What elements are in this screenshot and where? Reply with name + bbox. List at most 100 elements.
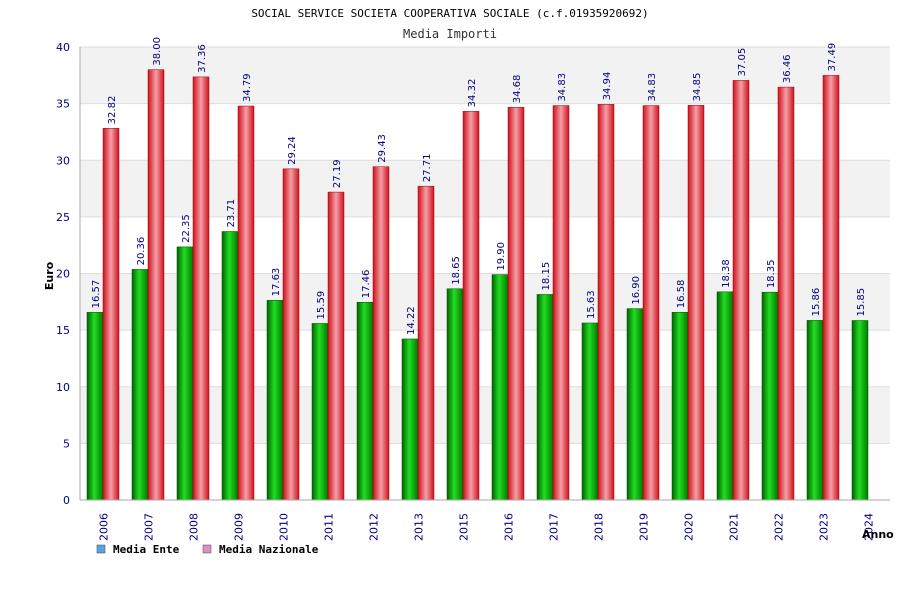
data-label: 37.49	[827, 43, 838, 72]
x-tick-label: 2012	[368, 513, 381, 541]
data-label: 32.82	[107, 96, 118, 125]
y-tick-label: 20	[56, 268, 70, 281]
bar-media-ente-2010	[266, 300, 284, 501]
data-label: 34.94	[602, 72, 613, 101]
bar-media-ente-2016	[491, 274, 509, 501]
y-tick-label: 40	[56, 41, 70, 54]
x-tick-label: 2011	[323, 513, 336, 541]
x-tick-label: 2022	[773, 513, 786, 541]
bar-media-ente-2021	[716, 291, 734, 501]
bar-media-ente-2009	[221, 231, 239, 501]
x-tick-label: 2021	[728, 513, 741, 541]
x-tick-label: 2017	[548, 513, 561, 541]
data-label: 16.57	[91, 280, 102, 309]
legend-swatch-media-nazionale	[202, 544, 212, 554]
bar-media-ente-2006	[86, 312, 104, 501]
data-label: 14.22	[406, 306, 417, 335]
data-label: 34.79	[242, 73, 253, 102]
legend: Media Ente Media Nazionale	[96, 543, 319, 556]
legend-swatch-media-ente	[96, 544, 106, 554]
data-label: 29.43	[377, 134, 388, 163]
x-tick-label: 2020	[683, 513, 696, 541]
chart-subtitle: Media Importi	[403, 27, 497, 41]
bar-media-nazionale-2008	[192, 76, 210, 501]
data-label: 15.63	[586, 290, 597, 319]
bar-media-ente-2022	[761, 291, 779, 501]
bar-media-nazionale-2013	[417, 185, 435, 501]
x-tick-label: 2015	[458, 513, 471, 541]
bar-media-nazionale-2017	[552, 105, 570, 501]
y-tick-label: 25	[56, 211, 70, 224]
bar-media-nazionale-2023	[822, 75, 840, 501]
legend-label-media-nazionale: Media Nazionale	[219, 543, 319, 556]
x-axis-label: Anno	[862, 528, 894, 541]
grid-lines	[80, 46, 890, 501]
data-label: 19.90	[496, 242, 507, 271]
bar-media-ente-2019	[626, 308, 644, 501]
bar-media-ente-2024	[851, 320, 869, 501]
x-tick-label: 2018	[593, 513, 606, 541]
data-label: 34.32	[467, 79, 478, 108]
bar-media-ente-2007	[131, 269, 149, 501]
bar-media-nazionale-2011	[327, 191, 345, 501]
data-label: 16.90	[631, 276, 642, 305]
grid-band	[80, 160, 890, 217]
bar-media-ente-2023	[806, 320, 824, 501]
data-label: 15.85	[856, 288, 867, 317]
data-label: 17.63	[271, 268, 282, 297]
y-tick-label: 5	[63, 437, 70, 450]
x-tick-label: 2006	[98, 513, 111, 541]
bar-media-nazionale-2019	[642, 105, 660, 501]
bar-media-ente-2008	[176, 246, 194, 501]
bar-media-ente-2012	[356, 302, 374, 501]
bar-media-nazionale-2012	[372, 166, 390, 501]
x-tick-label: 2009	[233, 513, 246, 541]
data-label: 37.05	[737, 48, 748, 77]
data-label: 23.71	[226, 199, 237, 228]
x-tick-label: 2024	[863, 513, 876, 541]
bars	[86, 69, 869, 501]
data-label: 34.83	[557, 73, 568, 102]
grid-band	[80, 47, 890, 104]
bar-media-nazionale-2006	[102, 128, 120, 501]
x-tick-label: 2016	[503, 513, 516, 541]
data-label: 15.86	[811, 288, 822, 317]
data-label: 27.71	[422, 154, 433, 183]
chart-title: SOCIAL SERVICE SOCIETA COOPERATIVA SOCIA…	[251, 7, 648, 20]
data-label: 22.35	[181, 214, 192, 243]
y-tick-label: 15	[56, 324, 70, 337]
bar-media-ente-2011	[311, 323, 329, 501]
y-axis-label: Euro	[43, 261, 56, 290]
x-tick-label: 2010	[278, 513, 291, 541]
bar-media-nazionale-2022	[777, 86, 795, 501]
data-label: 34.68	[512, 75, 523, 104]
data-label: 16.58	[676, 280, 687, 309]
data-label: 18.38	[721, 259, 732, 288]
bar-media-nazionale-2021	[732, 80, 750, 501]
bar-media-nazionale-2007	[147, 69, 165, 501]
grid-band	[80, 273, 890, 331]
bar-media-ente-2015	[446, 288, 464, 501]
data-labels: 16.57 32.82 20.36 38.00 22.35 37.36 23.71 34.79…	[91, 37, 867, 335]
x-tick-label: 2007	[143, 513, 156, 541]
y-tick-label: 30	[56, 154, 70, 167]
data-label: 38.00	[152, 37, 163, 66]
data-label: 34.85	[692, 73, 703, 102]
grid-band	[80, 386, 890, 444]
data-label: 36.46	[782, 54, 793, 83]
bar-media-ente-2013	[401, 338, 419, 501]
data-label: 15.59	[316, 291, 327, 320]
bar-media-nazionale-2009	[237, 105, 255, 501]
x-tick-label: 2023	[818, 513, 831, 541]
y-tick-label: 35	[56, 98, 70, 111]
bar-media-ente-2018	[581, 322, 599, 501]
x-tick-label: 2008	[188, 513, 201, 541]
data-label: 37.36	[197, 44, 208, 73]
bar-media-ente-2020	[671, 311, 689, 501]
bar-media-nazionale-2018	[597, 104, 615, 501]
x-tick-labels: 2006 2007 2008 2009 2010 2011 2012 2013 2015 2016…	[98, 513, 876, 541]
x-tick-label: 2019	[638, 513, 651, 541]
y-tick-labels: 0 5 10 15 20 25 30 35 40	[56, 41, 70, 507]
data-label: 18.35	[766, 260, 777, 289]
x-tick-label: 2013	[413, 513, 426, 541]
